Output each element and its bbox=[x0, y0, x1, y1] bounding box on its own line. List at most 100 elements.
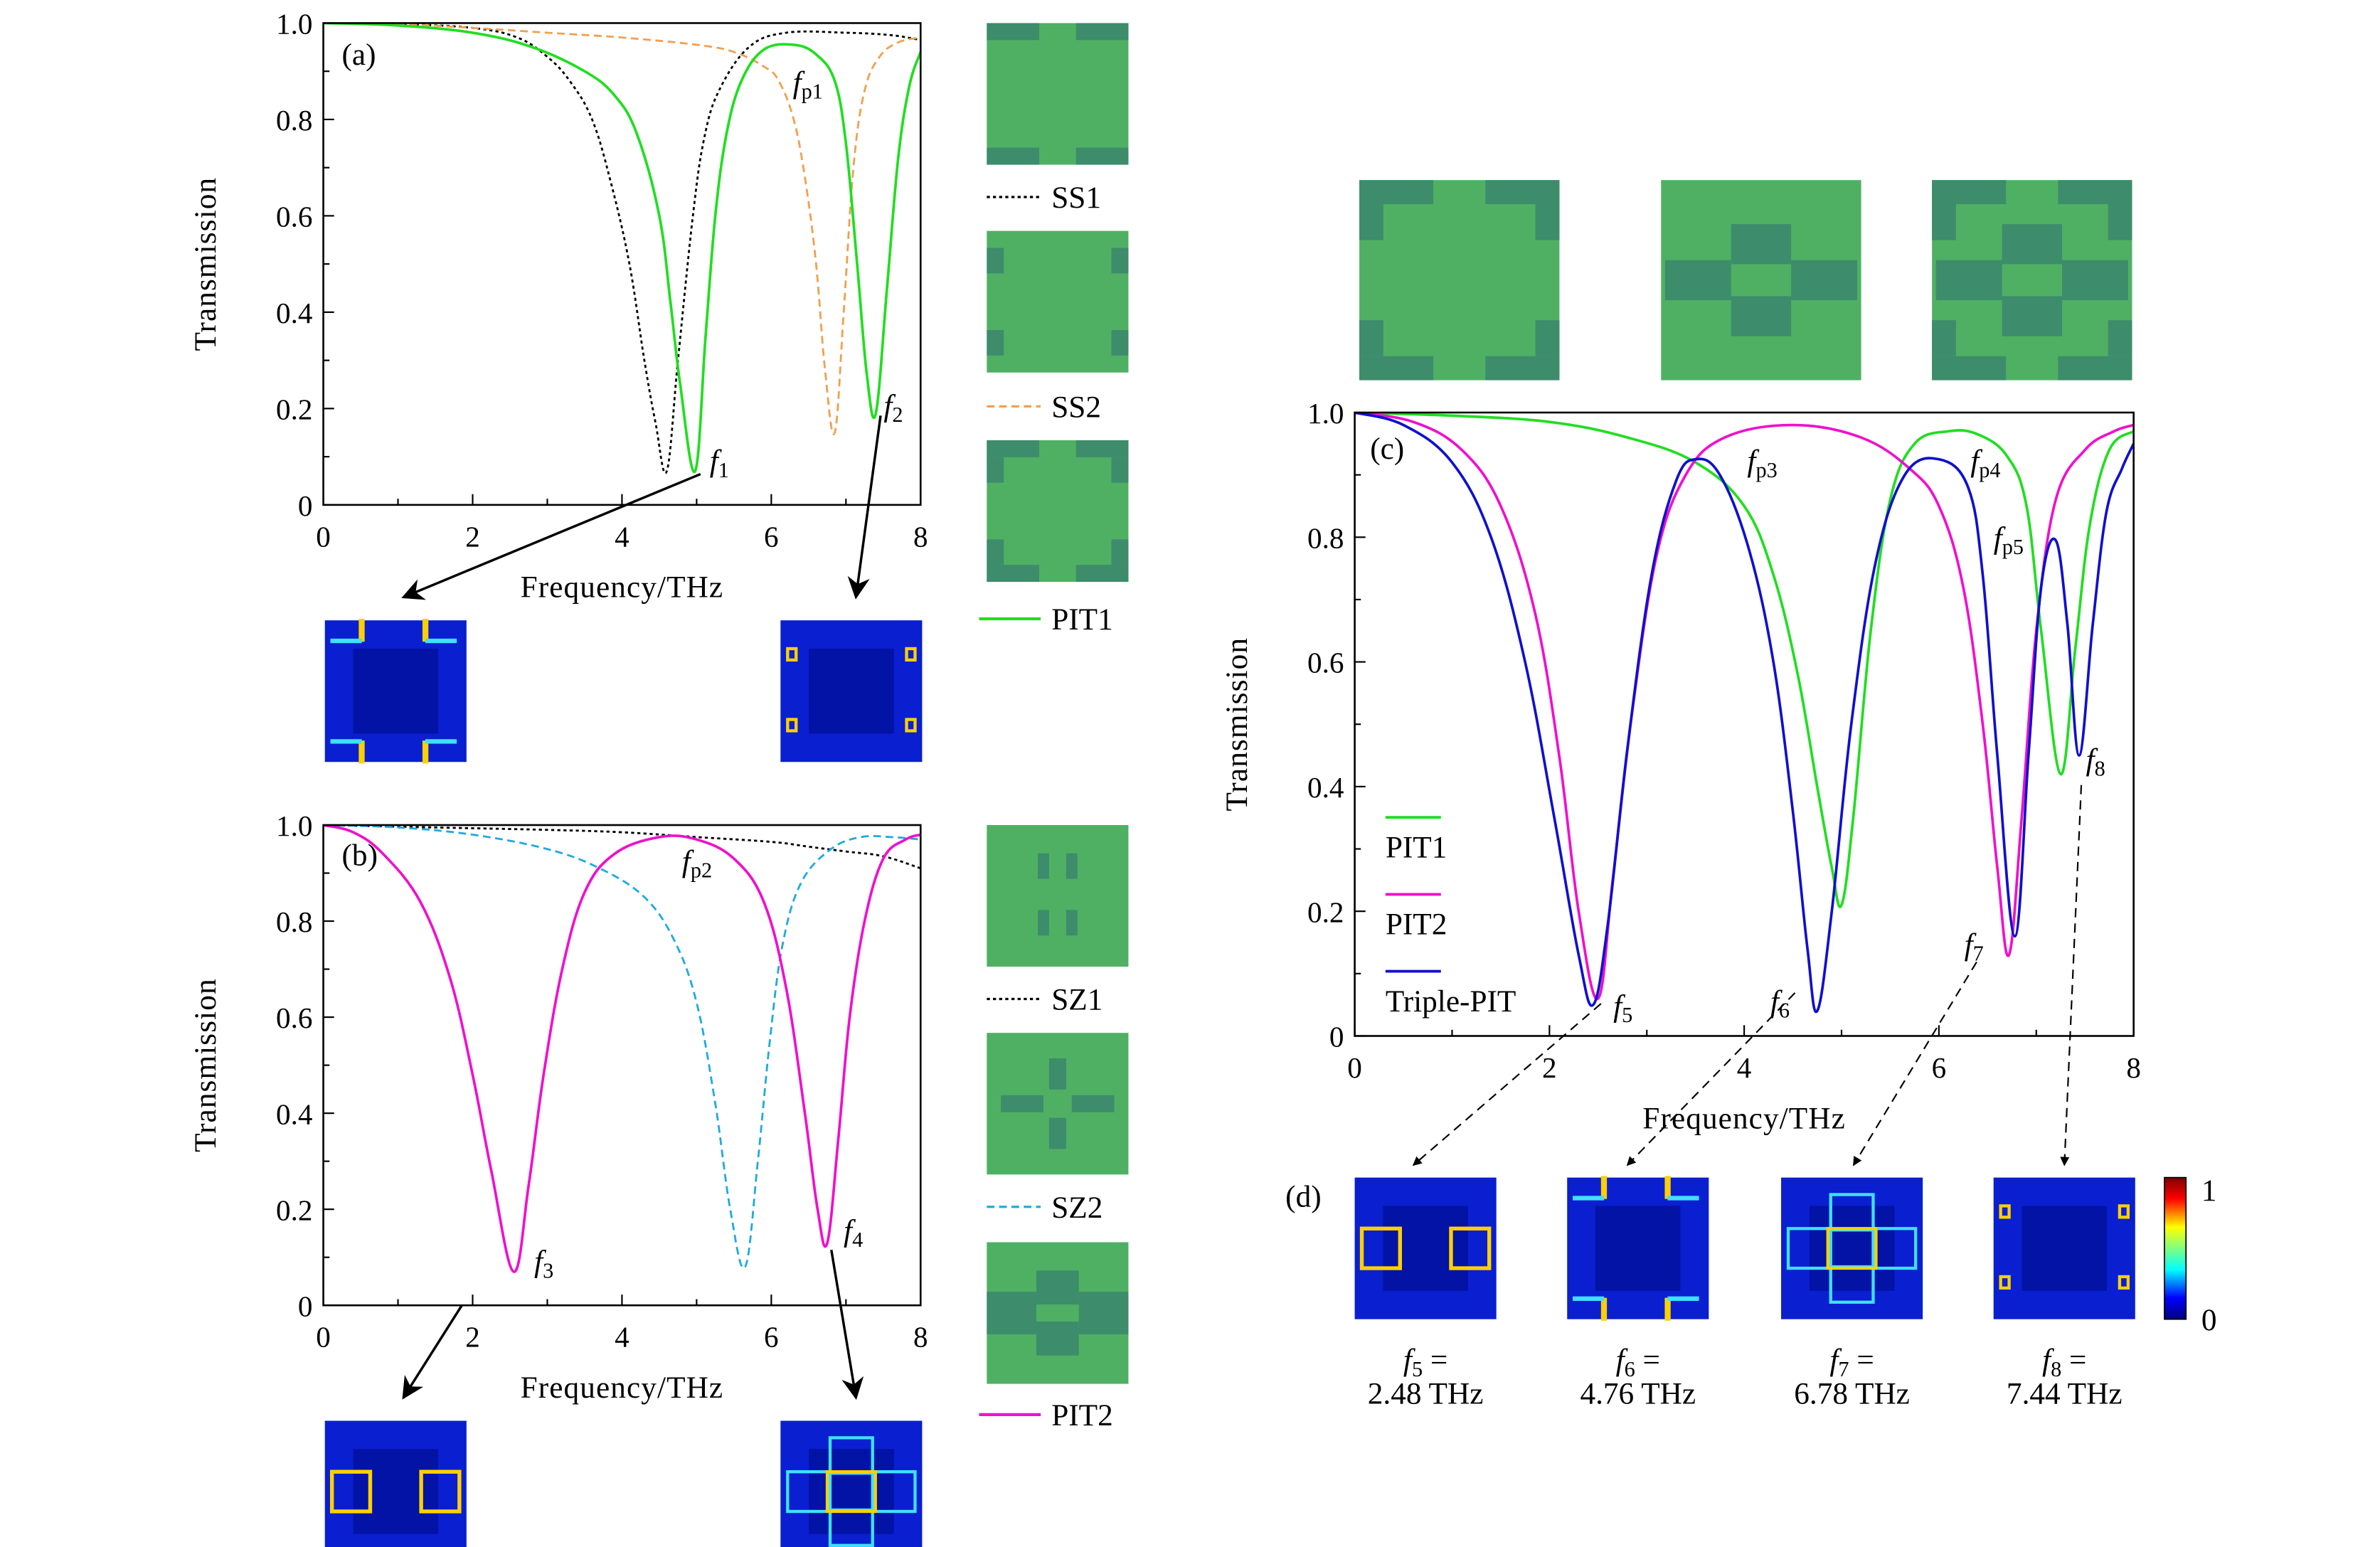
x-tick-label: 2 bbox=[465, 1321, 480, 1354]
y-tick-label: 0.4 bbox=[1307, 771, 1344, 804]
field-map-f7 bbox=[1781, 1177, 1923, 1319]
series-triple-pit bbox=[1354, 413, 2134, 1014]
field-map-f2 bbox=[780, 620, 923, 762]
series-pit1 bbox=[323, 23, 921, 474]
series-pit1 bbox=[1354, 413, 2134, 908]
legend-label-c-triple: Triple-PIT bbox=[1386, 984, 1516, 1019]
x-axis-label: Frequency/THz bbox=[521, 1371, 724, 1405]
x-axis-label: Frequency/THz bbox=[521, 570, 724, 605]
y-tick-label: 0.2 bbox=[276, 1194, 312, 1226]
field-map-f1 bbox=[324, 618, 467, 764]
field-maps bbox=[324, 618, 2135, 1547]
x-axis-label: Frequency/THz bbox=[1642, 1101, 1846, 1135]
series-ss2 bbox=[323, 23, 921, 435]
caption-f5: f5 = bbox=[1403, 1343, 1447, 1381]
legend-label-sz1: SZ1 bbox=[1051, 983, 1103, 1017]
unit-cell-pit2 bbox=[987, 1242, 1129, 1384]
annotation-f3: f3 bbox=[534, 1245, 553, 1283]
x-tick-label: 8 bbox=[913, 1321, 928, 1354]
annotation-f8: f8 bbox=[2086, 743, 2105, 781]
y-tick-label: 0.2 bbox=[276, 393, 312, 426]
arrow-f7 bbox=[1852, 962, 1977, 1166]
caption-value-f5: 2.48 THz bbox=[1368, 1377, 1484, 1411]
y-tick-label: 0.6 bbox=[1307, 647, 1344, 679]
captions-d: f5 = 2.48 THz f6 = 4.76 THz f7 = 6.78 TH… bbox=[1368, 1343, 2123, 1411]
x-tick-label: 0 bbox=[316, 1321, 331, 1354]
x-tick-label: 2 bbox=[1542, 1051, 1557, 1084]
x-tick-label: 0 bbox=[1347, 1051, 1362, 1084]
x-tick-label: 8 bbox=[913, 520, 928, 553]
field-map-f6 bbox=[1567, 1176, 1709, 1321]
legend-label-ss1: SS1 bbox=[1051, 181, 1101, 215]
y-tick-label: 0.4 bbox=[276, 1097, 312, 1130]
legend-a: SS1 SS2 PIT1 bbox=[979, 181, 1113, 637]
unit-cell-pit1 bbox=[987, 440, 1129, 583]
arrow-f4 bbox=[830, 1250, 864, 1400]
unit-cells bbox=[987, 23, 2132, 1384]
caption-value-f7: 6.78 THz bbox=[1794, 1377, 1910, 1411]
annotation-fp5: fp5 bbox=[1994, 521, 2024, 559]
annotation-fp1: fp1 bbox=[793, 65, 823, 104]
series-sz2 bbox=[323, 825, 921, 1270]
plot-frame bbox=[322, 22, 922, 506]
plots: 0 2 4 6 8 0 0.2 0.4 0.6 0.8 1.0 Frequency/THz Transm… bbox=[188, 8, 2141, 1405]
series-sz1 bbox=[323, 825, 921, 870]
y-tick-label: 1.0 bbox=[276, 809, 312, 842]
unit-cell-sz2 bbox=[987, 1033, 1129, 1175]
y-axis-label: Transmission bbox=[188, 978, 223, 1152]
legend-label-pit2: PIT2 bbox=[1051, 1398, 1113, 1432]
panel-label-a: (a) bbox=[342, 38, 376, 72]
unit-cell-c-triple bbox=[1932, 180, 2132, 381]
panel-label-b: (b) bbox=[342, 838, 378, 872]
colorbar-min: 0 bbox=[2201, 1303, 2217, 1337]
arrow-f5 bbox=[1412, 1003, 1602, 1166]
x-tick-label: 4 bbox=[615, 520, 629, 553]
x-tick-label: 6 bbox=[764, 1321, 779, 1354]
x-tick-label: 2 bbox=[465, 520, 480, 553]
annotation-fp2: fp2 bbox=[682, 844, 712, 883]
y-axis-label: Transmission bbox=[1220, 637, 1254, 812]
colorbar bbox=[2164, 1176, 2187, 1320]
legend-b: SZ1 SZ2 PIT2 bbox=[979, 983, 1113, 1432]
field-map-f8 bbox=[1993, 1177, 2135, 1319]
panel-label-d: (d) bbox=[1285, 1180, 1321, 1214]
y-tick-label: 0.6 bbox=[276, 201, 312, 233]
y-tick-label: 0 bbox=[298, 489, 313, 522]
x-tick-label: 4 bbox=[615, 1321, 629, 1354]
legend-c: PIT1 PIT2 Triple-PIT bbox=[1385, 816, 1516, 1019]
y-tick-label: 0 bbox=[298, 1290, 313, 1322]
unit-cell-c-pit2 bbox=[1661, 180, 1861, 381]
chart-c: 0 2 4 6 8 0 0.2 0.4 0.6 0.8 1.0 Frequency/THz Transm… bbox=[1220, 397, 2141, 1135]
arrow-f2 bbox=[847, 415, 882, 600]
annotation-f7: f7 bbox=[1965, 927, 1984, 966]
unit-cell-sz1 bbox=[987, 825, 1129, 967]
annotation-f5: f5 bbox=[1613, 989, 1632, 1027]
annotation-fp4: fp4 bbox=[1970, 444, 2000, 482]
y-tick-label: 0.2 bbox=[1307, 895, 1344, 928]
field-map-f4 bbox=[780, 1420, 923, 1547]
field-map-f3 bbox=[324, 1420, 467, 1547]
caption-value-f8: 7.44 THz bbox=[2007, 1377, 2123, 1411]
y-tick-label: 0.4 bbox=[276, 297, 312, 329]
caption-value-f6: 4.76 THz bbox=[1580, 1377, 1696, 1411]
legend-label-sz2: SZ2 bbox=[1051, 1191, 1103, 1225]
legend-label-c-pit2: PIT2 bbox=[1386, 908, 1447, 942]
x-tick-label: 6 bbox=[764, 520, 779, 553]
unit-cell-ss2 bbox=[987, 230, 1129, 373]
annotation-f2: f2 bbox=[883, 388, 903, 427]
y-axis-label: Transmission bbox=[188, 177, 223, 351]
y-tick-label: 0.8 bbox=[276, 104, 312, 137]
arrow-f1 bbox=[401, 472, 701, 600]
colorbar-max: 1 bbox=[2201, 1174, 2217, 1208]
arrow-f8 bbox=[2060, 785, 2083, 1166]
y-tick-label: 0.8 bbox=[1307, 521, 1344, 554]
y-tick-label: 1.0 bbox=[1307, 397, 1344, 430]
chart-b: 0 2 4 6 8 0 0.2 0.4 0.6 0.8 1.0 Frequency/THz Transm… bbox=[188, 809, 928, 1405]
annotation-f6: f6 bbox=[1770, 984, 1790, 1023]
legend-label-pit1: PIT1 bbox=[1051, 602, 1113, 637]
annotation-fp3: fp3 bbox=[1747, 444, 1777, 482]
y-tick-label: 1.0 bbox=[276, 8, 312, 41]
x-tick-label: 4 bbox=[1737, 1051, 1752, 1084]
series-pit2 bbox=[323, 825, 921, 1273]
